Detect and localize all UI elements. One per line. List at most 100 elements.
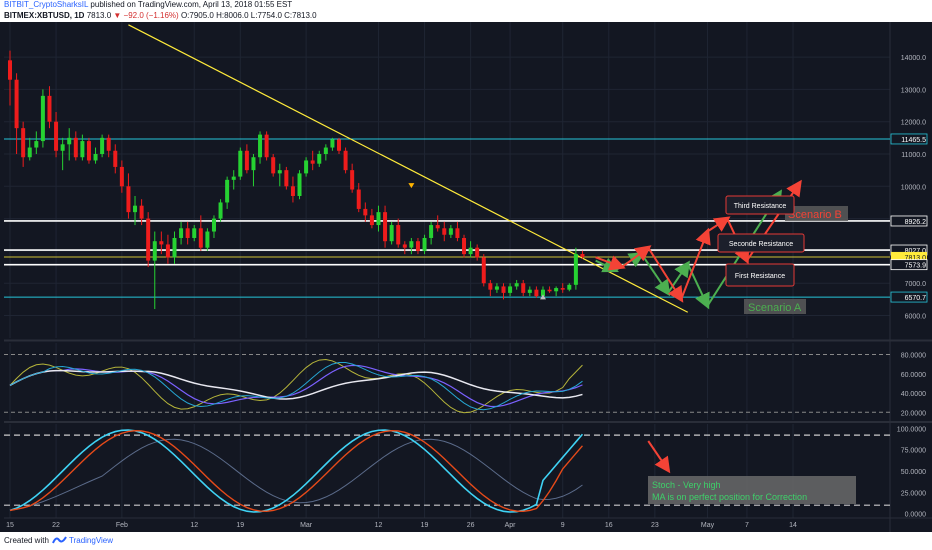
resistance-label: Third Resistance [734, 203, 787, 210]
candle-body [211, 218, 216, 232]
candle-body [468, 247, 473, 255]
candle-body [422, 237, 427, 251]
scenario-b-label: Scenario B [788, 209, 842, 221]
price-level-tag [890, 215, 928, 227]
x-tick-label: 15 [6, 522, 14, 529]
candle-body [402, 244, 407, 248]
resistance-box [717, 233, 805, 253]
indicator-1 [4, 354, 890, 414]
stoch-annotation-box [648, 476, 856, 504]
candle-body [119, 166, 124, 187]
price-level-label: 6570.7 [905, 295, 927, 302]
x-tick-label: Feb [116, 522, 128, 529]
candles [8, 50, 585, 310]
ohlc-values: O:7905.0 H:8006.0 L:7754.0 C:7813.0 [180, 11, 317, 20]
x-tick-label: 19 [421, 522, 429, 529]
tradingview-brand[interactable]: TradingView [69, 536, 114, 545]
x-tick-label: 23 [651, 522, 659, 529]
rsi-signal-line [9, 361, 583, 411]
candle-body [448, 228, 453, 235]
ind1-tick-label: 40.0000 [901, 391, 926, 398]
candle-body [310, 160, 315, 164]
author-link[interactable]: BITBIT_CryptoSharksIL [4, 0, 89, 9]
candle-body [580, 253, 585, 257]
candle-body [264, 134, 269, 158]
price-level-tag [890, 291, 928, 303]
candle-body [383, 212, 388, 242]
candle-body [271, 157, 276, 174]
candle-body [40, 95, 45, 142]
scenario-b-box [785, 206, 848, 221]
ind2-tick-label: 50.0000 [901, 469, 926, 476]
candle-body [389, 225, 394, 242]
x-tick-label: 22 [52, 522, 60, 529]
signal-marker-icon [408, 183, 415, 189]
candle-body [488, 283, 493, 290]
candle-body [540, 289, 545, 297]
created-with-text: Created with [4, 536, 49, 545]
stoch-k-line [9, 429, 584, 513]
candle-body [323, 147, 328, 154]
y-tick-label: 13000.0 [901, 87, 926, 94]
candle-body [429, 225, 434, 238]
candle-body [80, 141, 85, 158]
price-level-label: 11465.5 [901, 137, 926, 144]
price-level-tag [890, 259, 928, 271]
candle-body [494, 286, 499, 290]
candle-body [304, 160, 309, 174]
candle-body [534, 289, 539, 297]
candle-body [435, 225, 440, 229]
candle-body [179, 228, 184, 238]
x-tick-label: May [701, 522, 715, 529]
x-tick-label: 16 [605, 522, 613, 529]
candle-body [501, 286, 506, 293]
scenario-a-box [744, 299, 806, 314]
candle-body [113, 150, 118, 167]
candle-body [514, 283, 519, 287]
last-price: 7813.0 [86, 11, 112, 20]
candle-body [34, 141, 39, 148]
candle-body [258, 134, 263, 158]
candle-body [251, 157, 256, 171]
candle-body [139, 205, 144, 219]
stoch-ma-line [9, 438, 583, 511]
candle-body [290, 186, 295, 196]
candle-body [231, 176, 236, 180]
published-text: published on TradingView.com, April 13, … [90, 0, 293, 9]
candle-body [317, 154, 322, 164]
candle-body [415, 241, 420, 251]
candle-body [330, 139, 335, 148]
candle-body [560, 288, 565, 290]
y-tick-label: 14000.0 [901, 55, 926, 62]
candle-body [106, 137, 111, 151]
stoch-d-line [9, 429, 583, 513]
x-tick-label: Apr [505, 522, 517, 529]
rsi-slow-line [9, 369, 583, 400]
scenario-a-label: Scenario A [748, 302, 802, 314]
resistance-label: First Resistance [735, 273, 785, 280]
candle-body [225, 179, 230, 203]
candle-body [172, 237, 177, 258]
candle-body [14, 79, 19, 129]
stoch-annotation-line2: MA is on perfect position for Correction [652, 492, 807, 502]
candle-body [133, 205, 138, 213]
scenario-arrow [680, 227, 711, 300]
candle-body [573, 253, 578, 285]
candle-body [554, 288, 559, 292]
ind2-tick-label: 100.0000 [897, 426, 926, 433]
x-tick-label: 14 [789, 522, 797, 529]
scenario-arrow [706, 216, 731, 233]
candle-body [152, 241, 157, 261]
candle-body [165, 244, 170, 258]
ind2-tick-label: 0.0000 [905, 512, 927, 519]
scenario-arrow [621, 245, 652, 268]
ind2-tick-label: 25.0000 [901, 490, 926, 497]
price-level-label: 7573.9 [905, 263, 927, 270]
candle-body [93, 154, 98, 161]
candle-body [146, 218, 151, 261]
candle-body [350, 170, 355, 190]
x-tick-label: Mar [300, 522, 313, 529]
candle-body [47, 95, 52, 122]
x-tick-label: 9 [561, 522, 565, 529]
